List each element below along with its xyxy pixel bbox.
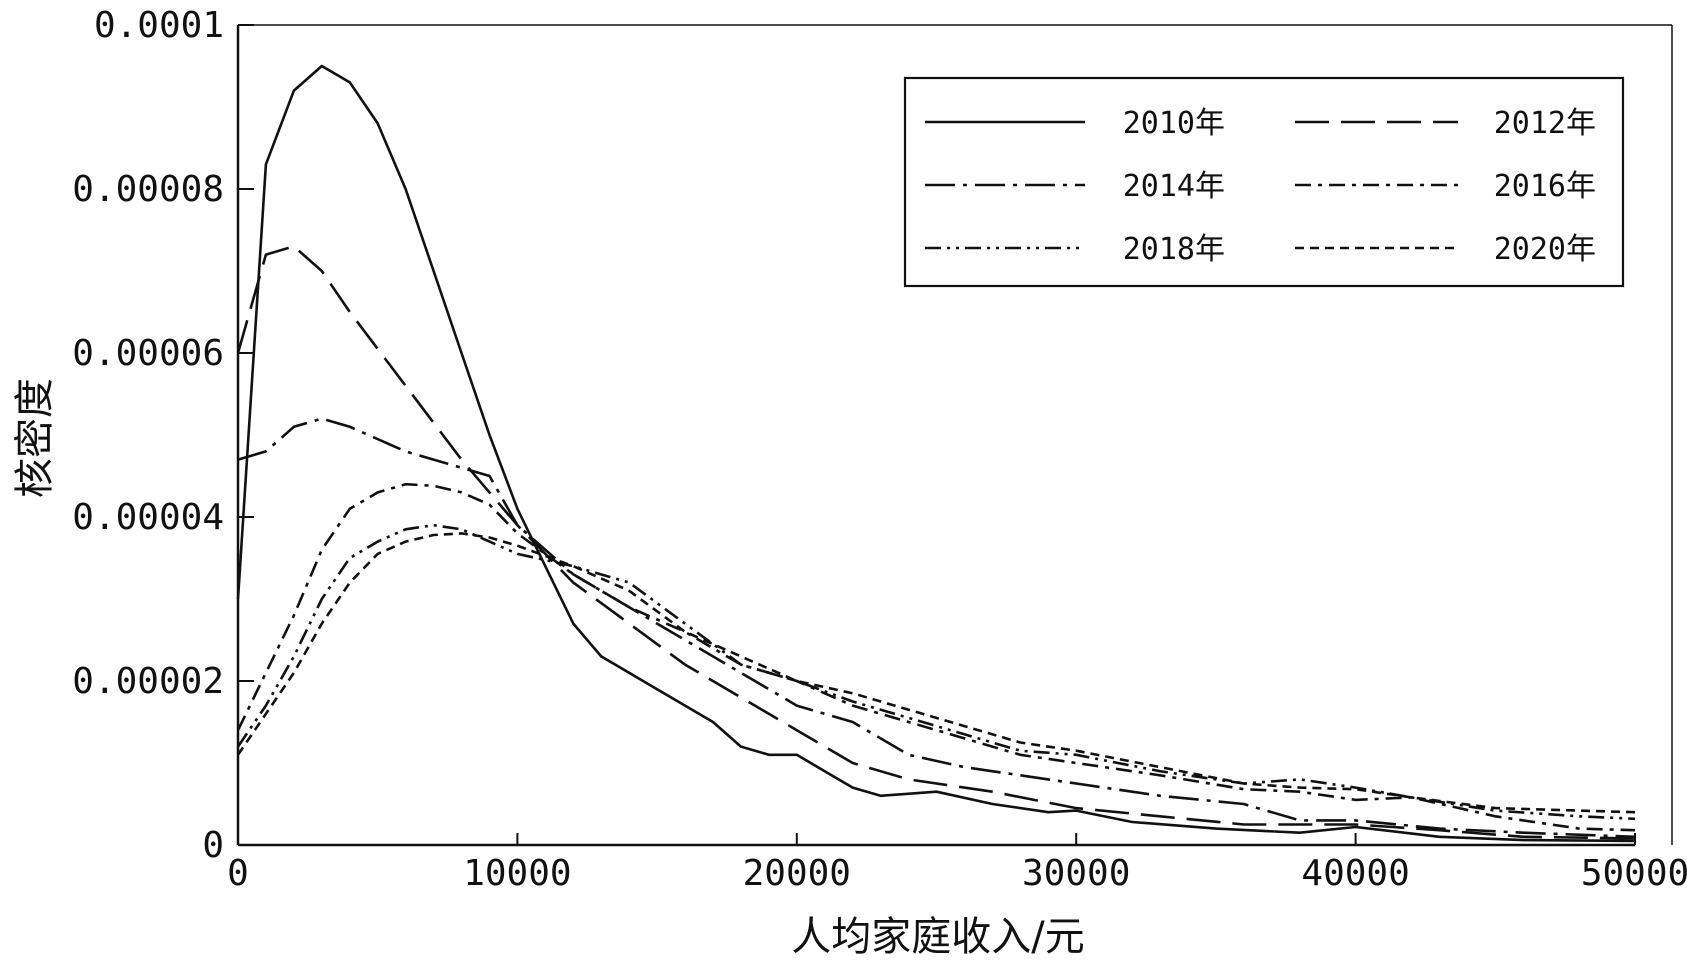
x-axis-ticks: 0 10000 20000 30000 40000 50000: [227, 833, 1687, 894]
x-axis-title: 人均家庭收入/元: [791, 914, 1084, 960]
x-tick-label: 40000: [1301, 853, 1409, 894]
x-tick-label: 30000: [1022, 853, 1130, 894]
series-line-4: [236, 482, 1636, 832]
x-tick-label: 0: [227, 853, 249, 894]
series-line-2: [236, 245, 1636, 840]
series-line-6: [236, 532, 1636, 814]
y-tick-label: 0.00008: [72, 169, 224, 210]
y-tick-label: 0.00006: [72, 333, 224, 374]
legend-box: [903, 76, 1625, 288]
legend: 2010年 2012年 2014年 2016年 2018年 2020年: [903, 76, 1625, 288]
series-lines: [236, 64, 1636, 843]
series-line-3: [237, 417, 1636, 839]
legend-label: 2010年: [1123, 106, 1225, 141]
legend-label: 2014年: [1123, 169, 1225, 204]
y-axis-title: 核密度: [12, 378, 58, 498]
y-tick-label: 0: [202, 825, 224, 866]
series-line-1: [236, 64, 1636, 843]
x-tick-label: 10000: [463, 853, 571, 894]
y-tick-label: 0.0001: [94, 5, 224, 46]
legend-label: 2016年: [1494, 169, 1596, 204]
y-tick-label: 0.00004: [72, 497, 224, 538]
legend-label: 2018年: [1123, 232, 1225, 267]
plot-frame: [236, 24, 1673, 847]
y-tick-label: 0.00002: [72, 661, 224, 702]
legend-label: 2020年: [1494, 232, 1596, 267]
legend-label: 2012年: [1494, 106, 1596, 141]
y-axis-ticks: 0 0.00002 0.00004 0.00006 0.00008 0.0001: [72, 5, 254, 866]
x-tick-label: 20000: [743, 853, 851, 894]
x-tick-label: 50000: [1581, 853, 1687, 894]
series-line-5: [236, 523, 1636, 821]
